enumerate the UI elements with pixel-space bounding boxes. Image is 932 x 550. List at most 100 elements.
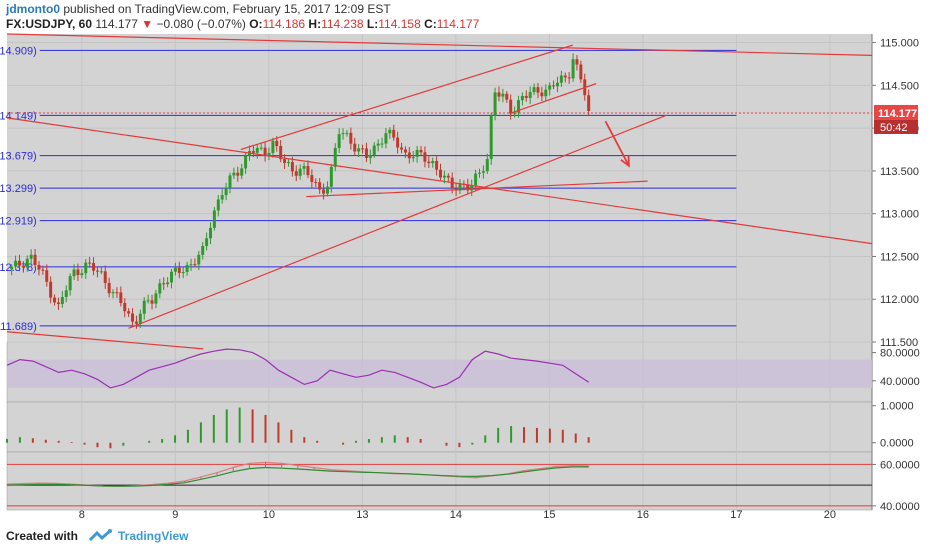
- x-tick-label: 9: [172, 509, 178, 521]
- candle-body: [17, 260, 21, 266]
- candle-body: [439, 169, 443, 178]
- price-tick-label: 113.500: [880, 166, 919, 178]
- fib-level-label: 0.618(112.919): [0, 216, 37, 228]
- candle-body: [536, 87, 540, 93]
- candle-body: [345, 132, 349, 134]
- candle-body: [516, 100, 520, 113]
- footer: Created with TradingView: [0, 522, 932, 550]
- candle-body: [271, 140, 275, 153]
- low-label: L:: [366, 17, 379, 31]
- fib-level-label: 0.382(113.679): [0, 151, 37, 163]
- candle-body: [423, 152, 427, 162]
- candle-body: [442, 175, 446, 178]
- indicator-panel-3: [6, 451, 873, 511]
- candle-body: [388, 129, 392, 134]
- candle-body: [333, 148, 337, 167]
- candle-body: [446, 175, 450, 178]
- candle-body: [376, 143, 380, 146]
- candle-body: [216, 199, 220, 211]
- candle-body: [244, 155, 248, 169]
- candle-body: [524, 95, 528, 98]
- candle-body: [306, 166, 310, 176]
- candle-body: [509, 99, 513, 114]
- candle-body: [552, 85, 556, 87]
- candle-body: [470, 185, 474, 191]
- candle-body: [49, 281, 53, 298]
- candle-body: [240, 168, 244, 176]
- candle-body: [329, 166, 333, 187]
- x-tick-label: 20: [824, 509, 836, 521]
- candle-body: [228, 175, 232, 188]
- close-label: C:: [424, 17, 437, 31]
- candle-body: [407, 152, 411, 159]
- candle-body: [380, 143, 384, 145]
- price-tick-label: 112.000: [880, 294, 919, 306]
- candle-body: [563, 75, 567, 78]
- x-tick-label: 14: [450, 509, 462, 521]
- x-tick-label: 16: [637, 509, 649, 521]
- candle-body: [14, 260, 18, 267]
- candle-body: [111, 292, 115, 294]
- symbol-label[interactable]: FX:USDJPY, 60: [6, 17, 93, 31]
- candle-body: [400, 147, 404, 150]
- last-price-badge: [874, 104, 918, 120]
- candle-body: [84, 262, 88, 274]
- candle-body: [310, 175, 314, 182]
- candle-body: [162, 283, 166, 285]
- candle-body: [158, 283, 162, 294]
- candle-body: [579, 64, 583, 80]
- candle-body: [357, 148, 361, 152]
- candle-body: [298, 168, 302, 176]
- candle-body: [131, 313, 135, 322]
- tradingview-logo-icon[interactable]: [88, 528, 114, 544]
- candle-body: [396, 137, 400, 148]
- candle-body: [251, 151, 255, 153]
- candle-body: [318, 182, 322, 190]
- candle-body: [540, 92, 544, 97]
- candle-body: [170, 271, 174, 283]
- x-tick-label: 8: [79, 509, 85, 521]
- candle-body: [474, 173, 478, 186]
- trendline: [511, 83, 597, 114]
- tradingview-brand[interactable]: TradingView: [118, 529, 189, 543]
- author-link[interactable]: jdmonto0: [6, 2, 60, 16]
- fib-level-label: 0.5(113.299): [0, 183, 37, 195]
- rsi-line: [6, 348, 590, 389]
- candle-body: [205, 238, 209, 246]
- candle-body: [559, 75, 563, 83]
- trendline: [6, 117, 873, 245]
- candle-body: [532, 87, 536, 93]
- candle-body: [177, 267, 181, 273]
- candle-body: [232, 172, 236, 176]
- price-tick-label: 114.500: [880, 80, 919, 92]
- candle-body: [166, 282, 170, 285]
- candle-body: [146, 300, 150, 302]
- candle-body: [361, 148, 365, 150]
- candle-body: [505, 93, 509, 100]
- candle-body: [212, 210, 216, 228]
- candle-body: [567, 77, 571, 79]
- candle-body: [294, 171, 298, 176]
- candle-body: [189, 264, 193, 266]
- price-tick-label: 111.500: [880, 337, 918, 349]
- candle-body: [349, 132, 353, 144]
- countdown-label: 50:42: [880, 122, 908, 134]
- candle-body: [119, 292, 123, 303]
- candle-body: [185, 264, 189, 272]
- candle-body: [80, 273, 84, 276]
- candle-body: [88, 262, 92, 264]
- last-price: 114.177: [95, 17, 138, 31]
- candle-body: [485, 159, 489, 172]
- publish-info: jdmonto0 published on TradingView.com, F…: [6, 2, 391, 16]
- symbol-info: FX:USDJPY, 60 114.177 ▼ −0.080 (−0.07%) …: [6, 17, 479, 31]
- price-tick-label: 113.000: [880, 209, 919, 221]
- price-chart[interactable]: 8910131415161720115.000114.500114.000113…: [0, 0, 932, 522]
- candle-body: [481, 171, 485, 173]
- candle-body: [37, 264, 41, 270]
- candle-body: [220, 195, 224, 200]
- forecast-arrow-line: [604, 120, 630, 167]
- candle-body: [571, 59, 575, 79]
- candle-body: [103, 271, 107, 283]
- chart-header: jdmonto0 published on TradingView.com, F…: [0, 0, 932, 32]
- candle-body: [10, 266, 14, 270]
